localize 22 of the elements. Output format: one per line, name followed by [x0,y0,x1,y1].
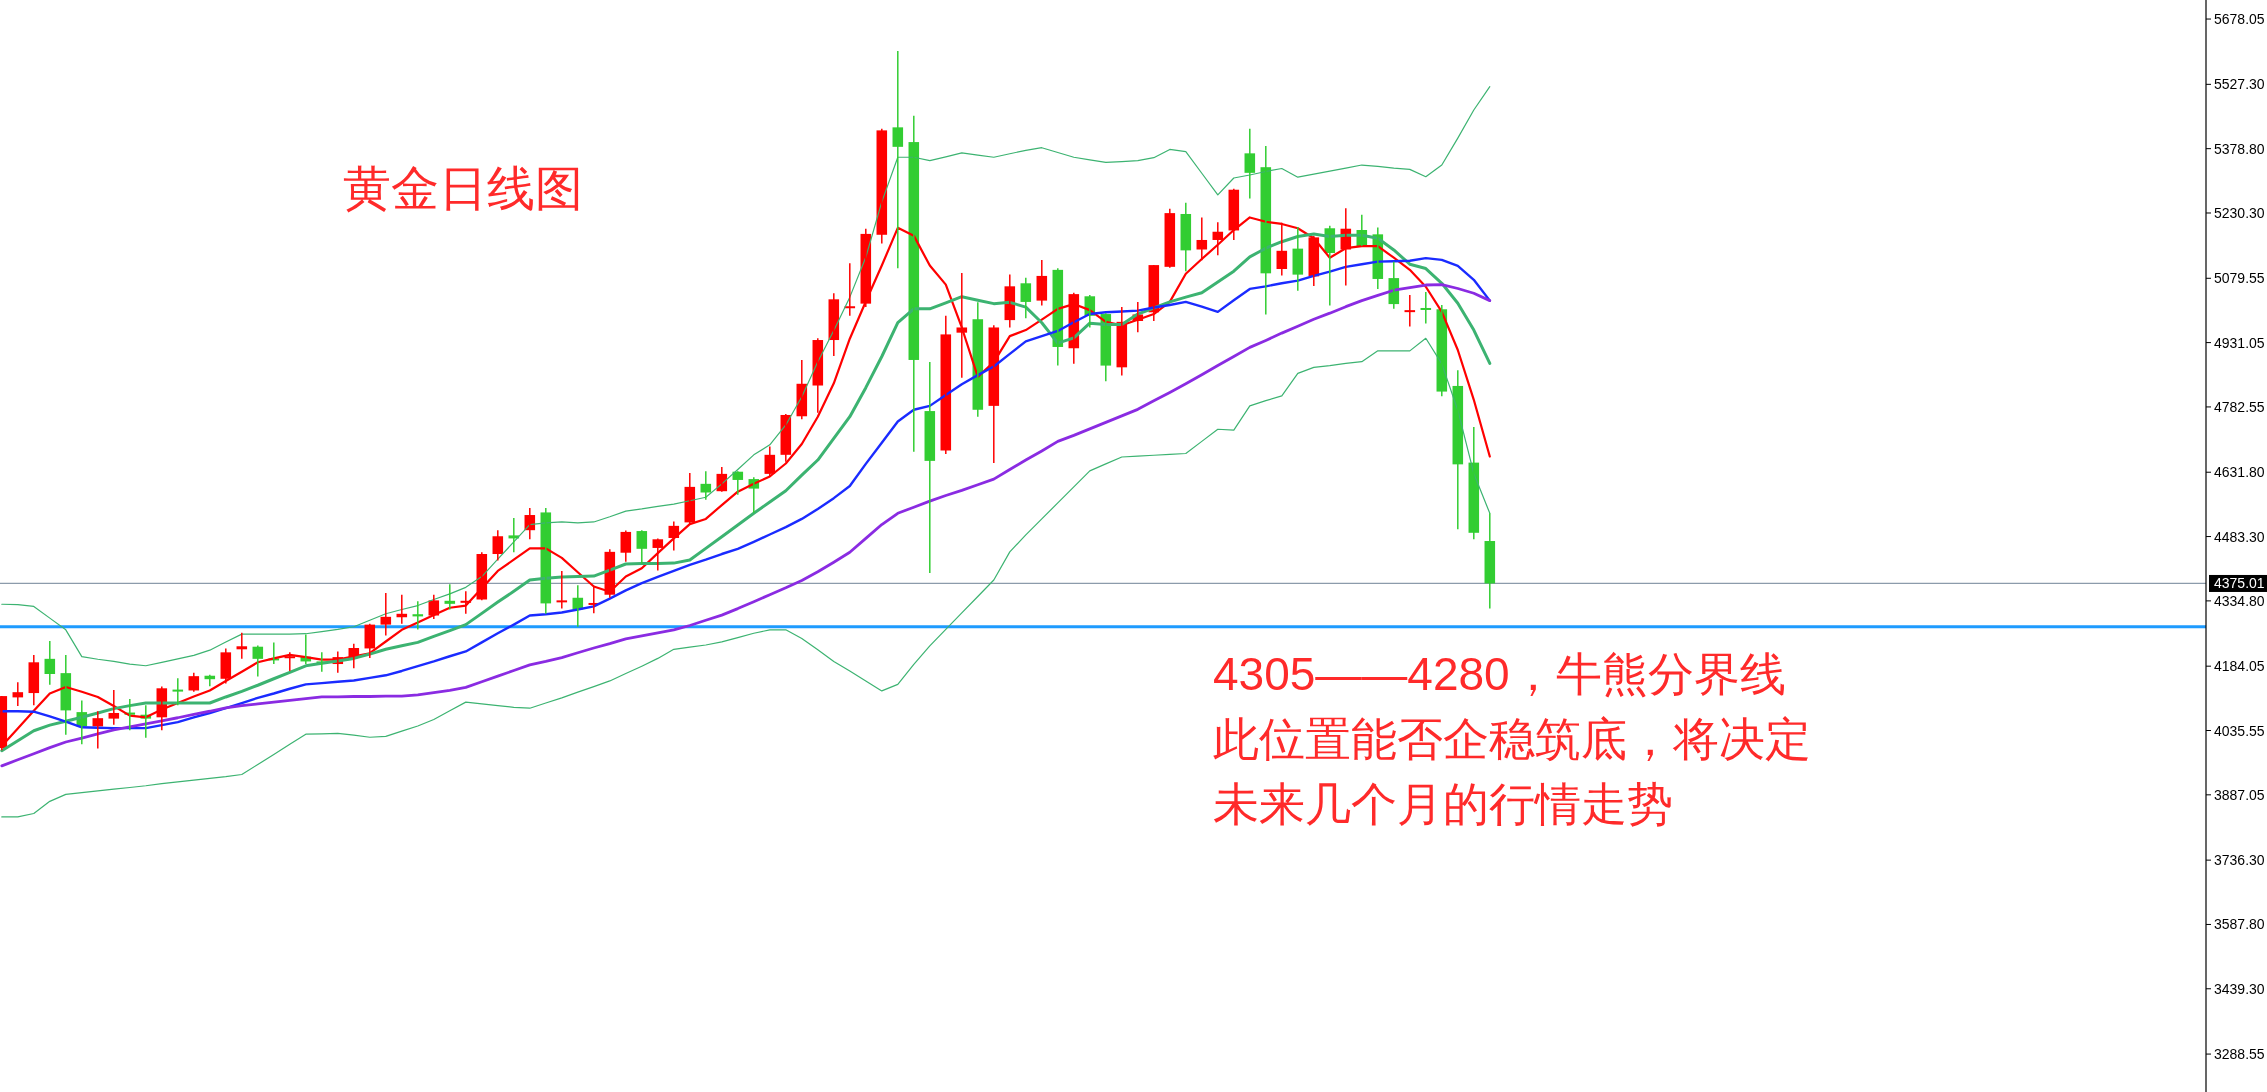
ref-line-label: 4375.01 [2214,575,2265,592]
y-tick-label: 4184.05 [2214,658,2265,675]
y-tick-label: 3288.55 [2214,1046,2265,1063]
y-tick-label: 3736.30 [2214,852,2265,869]
y-tick-label: 4631.80 [2214,464,2265,481]
y-tick-label: 4782.55 [2214,398,2265,415]
y-tick-label: 5378.80 [2214,140,2265,157]
y-tick-label: 4483.30 [2214,528,2265,545]
y-tick-label: 3887.05 [2214,786,2265,803]
annotation: 4305——4280，牛熊分界线 [1213,648,1786,700]
y-tick-label: 3439.30 [2214,980,2265,997]
y-tick-label: 4035.55 [2214,722,2265,739]
y-tick-label: 5527.30 [2214,76,2265,93]
text: 黄金日线图 [343,162,583,215]
y-tick-label: 4334.80 [2214,592,2265,609]
y-tick-label: 5230.30 [2214,204,2265,221]
y-tick-label: 3587.80 [2214,916,2265,933]
y-tick-label: 5678.05 [2214,11,2265,28]
y-tick-label: 5079.55 [2214,270,2265,287]
y-tick-label: 4931.05 [2214,334,2265,351]
annotation: 此位置能否企稳筑底，将决定 [1213,713,1811,765]
annotation: 未来几个月的行情走势 [1213,778,1673,830]
